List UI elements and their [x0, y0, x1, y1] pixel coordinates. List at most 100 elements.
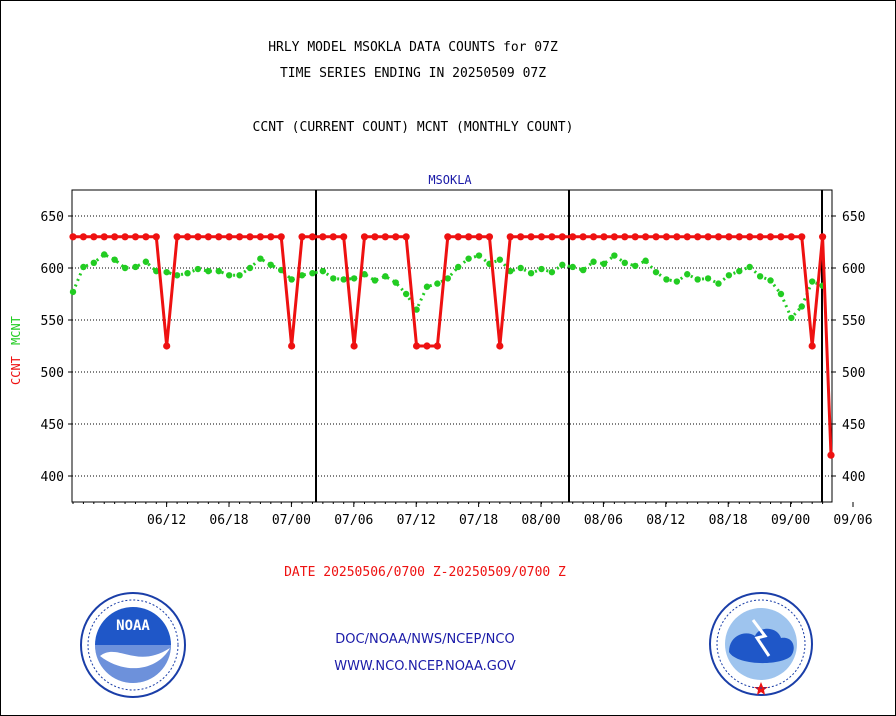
data-point-ccnt: [215, 233, 223, 241]
data-point-mcnt: [121, 264, 129, 272]
data-point-mcnt: [475, 252, 483, 259]
data-point-mcnt: [559, 261, 566, 269]
data-point-mcnt: [319, 267, 327, 275]
y-tick-label-left: 400: [41, 470, 64, 485]
data-point-ccnt: [444, 233, 452, 241]
data-point-mcnt: [246, 264, 254, 272]
data-point-ccnt: [777, 233, 785, 241]
data-point-mcnt: [642, 257, 649, 264]
x-tick-label: 07/18: [459, 513, 498, 528]
data-point-mcnt: [788, 314, 795, 322]
data-point-mcnt: [569, 263, 576, 271]
x-tick-label: 08/06: [584, 513, 623, 528]
data-point-ccnt: [506, 233, 514, 241]
data-point-ccnt: [79, 233, 88, 241]
data-point-ccnt: [204, 233, 212, 241]
data-point-ccnt: [725, 233, 733, 241]
data-point-ccnt: [194, 233, 202, 241]
data-point-ccnt: [350, 342, 358, 350]
footer-org: DOC/NOAA/NWS/NCEP/NCO: [335, 632, 515, 647]
data-point-mcnt: [392, 279, 399, 286]
nws-logo: [709, 592, 813, 696]
data-point-mcnt: [153, 267, 160, 275]
y-tick-label-right: 550: [842, 314, 865, 329]
y-tick-label-right: 400: [842, 470, 865, 485]
data-point-ccnt: [267, 233, 275, 241]
data-point-mcnt: [298, 272, 306, 279]
x-tick-label: 07/12: [397, 513, 436, 528]
data-point-ccnt: [558, 233, 566, 241]
data-point-ccnt: [183, 233, 192, 241]
data-point-mcnt: [350, 275, 358, 282]
data-point-mcnt: [80, 263, 87, 271]
data-point-ccnt: [329, 233, 337, 241]
y-tick-label-left: 550: [41, 314, 64, 329]
data-point-ccnt: [433, 342, 441, 350]
x-tick-label: 08/00: [521, 513, 560, 528]
data-point-ccnt: [319, 233, 327, 241]
data-point-ccnt: [766, 233, 775, 241]
data-point-mcnt: [767, 277, 774, 284]
data-point-ccnt: [694, 233, 702, 241]
chart-subtitle: TIME SERIES ENDING IN 20250509 07Z: [279, 66, 547, 81]
data-point-mcnt: [194, 265, 202, 273]
data-point-mcnt: [517, 264, 524, 272]
plot-label: MSOKLA: [428, 173, 472, 187]
data-point-mcnt: [205, 267, 212, 275]
data-point-mcnt: [444, 275, 451, 282]
data-point-mcnt: [808, 278, 816, 285]
data-point-mcnt: [621, 259, 628, 266]
x-tick-label: 09/00: [771, 513, 810, 528]
data-point-ccnt: [517, 233, 525, 241]
data-point-ccnt: [235, 233, 244, 241]
data-point-mcnt: [163, 268, 170, 276]
data-point-ccnt: [827, 451, 835, 459]
data-point-mcnt: [673, 278, 681, 285]
data-point-ccnt: [163, 342, 171, 350]
data-point-mcnt: [142, 258, 150, 265]
data-point-mcnt: [173, 272, 181, 279]
series-line-ccnt: [73, 235, 833, 456]
y-tick-label-left: 450: [41, 418, 64, 433]
data-point-mcnt: [215, 267, 222, 275]
data-point-ccnt: [298, 233, 306, 241]
data-point-ccnt: [246, 233, 254, 241]
data-point-ccnt: [121, 233, 129, 241]
y-tick-label-left: 650: [41, 210, 64, 225]
data-point-mcnt: [330, 275, 337, 282]
data-point-mcnt: [725, 272, 733, 279]
data-point-mcnt: [465, 255, 472, 262]
data-point-mcnt: [652, 268, 660, 276]
data-point-mcnt: [746, 263, 753, 271]
data-point-ccnt: [621, 233, 629, 241]
data-point-mcnt: [694, 276, 701, 283]
data-point-mcnt: [600, 260, 608, 268]
y-tick-label-left: 600: [41, 262, 64, 277]
data-point-mcnt: [288, 276, 295, 283]
data-point-ccnt: [256, 233, 264, 241]
data-point-mcnt: [132, 263, 139, 271]
data-point-mcnt: [111, 256, 118, 263]
data-point-mcnt: [715, 280, 722, 287]
data-point-mcnt: [538, 265, 545, 273]
data-point-ccnt: [610, 233, 618, 241]
data-point-ccnt: [756, 233, 764, 241]
y-tick-label-right: 600: [842, 262, 865, 277]
data-point-mcnt: [611, 252, 618, 259]
data-point-ccnt: [142, 233, 150, 241]
data-point-ccnt: [746, 233, 754, 241]
data-point-mcnt: [309, 270, 316, 277]
data-point-mcnt: [101, 251, 108, 258]
data-point-ccnt: [735, 233, 743, 241]
data-point-ccnt: [714, 233, 723, 241]
data-point-mcnt: [548, 268, 556, 276]
data-point-ccnt: [600, 233, 608, 241]
noaa-logo: NOAA: [80, 592, 186, 698]
data-point-ccnt: [100, 233, 108, 241]
footer-website[interactable]: WWW.NCO.NCEP.NOAA.GOV: [334, 659, 516, 674]
data-point-ccnt: [475, 233, 483, 241]
y-tick-label-right: 450: [842, 418, 865, 433]
data-point-mcnt: [798, 303, 805, 310]
data-point-ccnt: [308, 233, 317, 241]
data-point-ccnt: [381, 233, 389, 241]
